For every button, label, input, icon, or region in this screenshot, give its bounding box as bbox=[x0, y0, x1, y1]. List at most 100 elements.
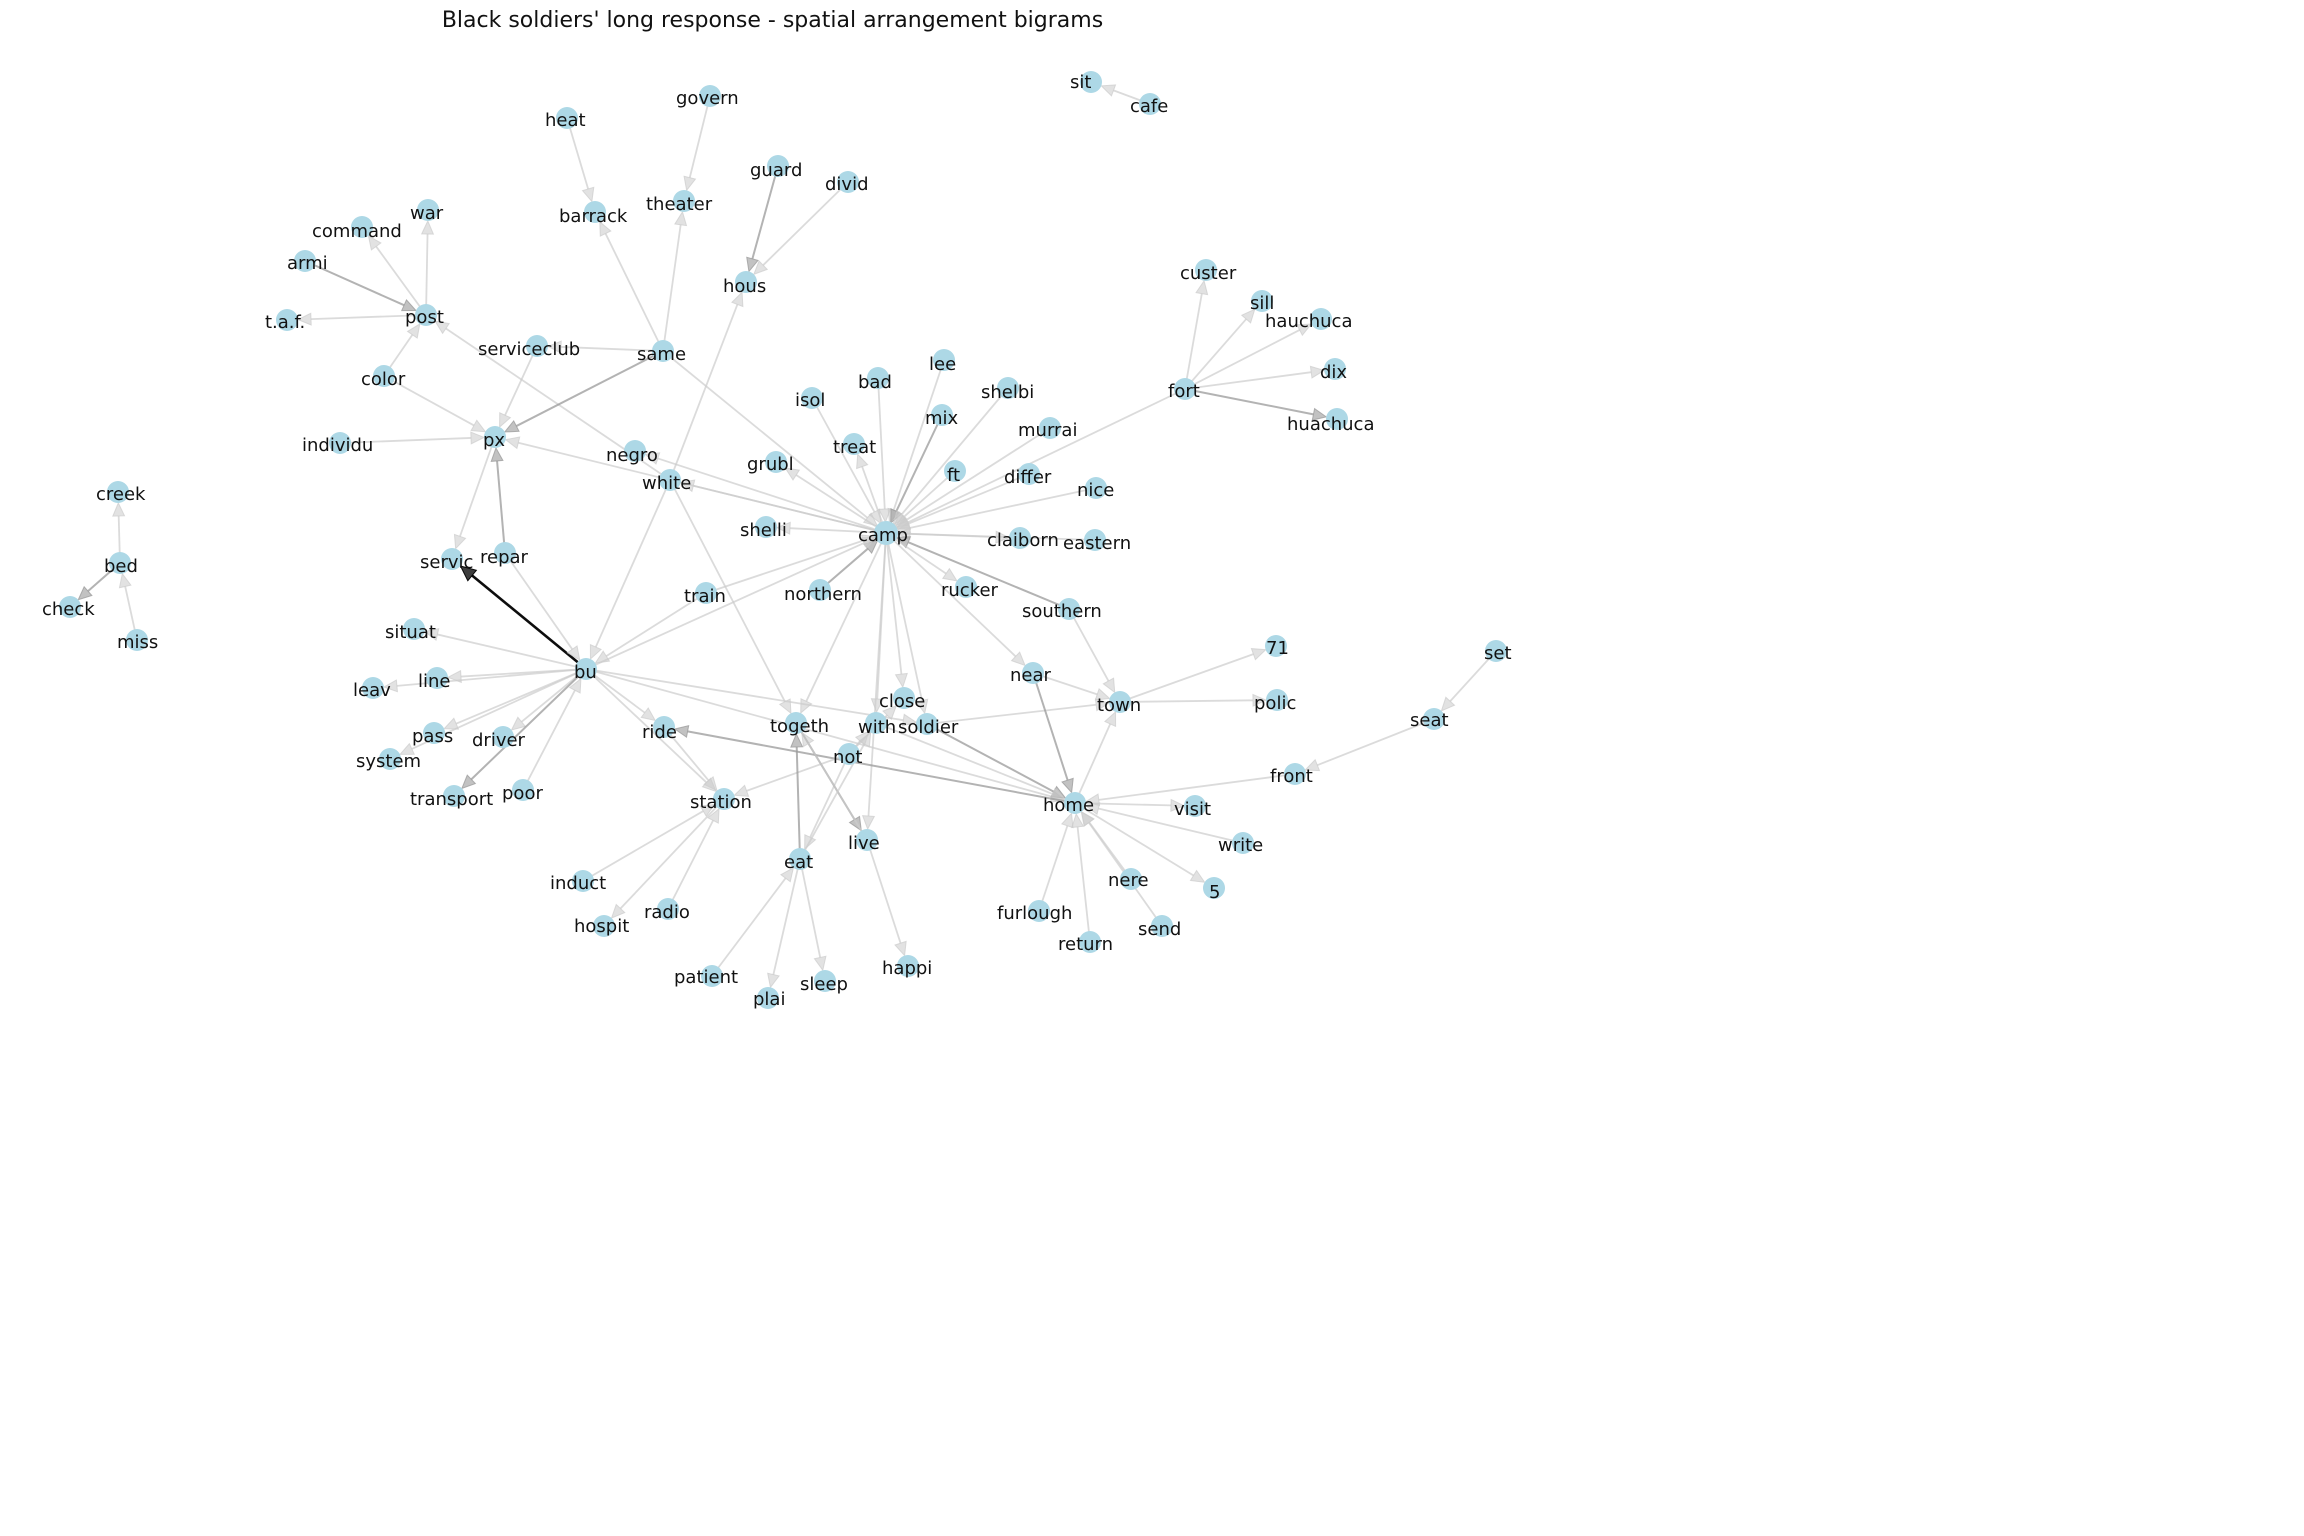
node-label-miss: miss bbox=[117, 632, 158, 653]
node-label-claiborn: claiborn bbox=[987, 530, 1059, 551]
edge-line bbox=[582, 810, 704, 882]
edge-arrowhead bbox=[1309, 365, 1326, 379]
edge-line bbox=[892, 359, 945, 511]
edge-set-seat bbox=[1440, 650, 1497, 712]
edge-arrowhead bbox=[878, 508, 892, 524]
edge-arrowhead bbox=[1296, 323, 1313, 337]
edge-line bbox=[1076, 826, 1091, 943]
edge-arrowhead bbox=[901, 713, 918, 727]
node-ride bbox=[653, 716, 675, 738]
node-label-differ: differ bbox=[1004, 467, 1052, 488]
edge-line bbox=[885, 532, 947, 575]
edge-arrowhead bbox=[703, 775, 718, 792]
edge-govern-theater bbox=[683, 95, 711, 192]
node-nice bbox=[1085, 477, 1107, 499]
edge-arrowhead bbox=[470, 419, 487, 433]
edge-armi-post bbox=[304, 260, 418, 312]
edge-camp-togeth bbox=[800, 532, 887, 715]
node-label-individu: individu bbox=[302, 435, 373, 456]
edge-arrowhead bbox=[1094, 698, 1111, 712]
edge-arrowhead bbox=[1189, 869, 1206, 883]
edge-eat-togeth bbox=[790, 732, 804, 860]
node-label-guard: guard bbox=[750, 160, 802, 181]
node-label-n5: 5 bbox=[1209, 882, 1220, 903]
edge-line bbox=[1184, 293, 1203, 390]
node-label-eat: eat bbox=[784, 852, 813, 873]
edge-arrowhead bbox=[699, 803, 716, 818]
node-label-northern: northern bbox=[784, 584, 862, 605]
edge-arrowhead bbox=[860, 537, 878, 550]
edge-arrowhead bbox=[679, 479, 696, 493]
edge-arrowhead bbox=[752, 260, 769, 276]
edge-arrowhead bbox=[706, 807, 720, 824]
node-lee bbox=[933, 349, 955, 371]
node-label-same: same bbox=[637, 344, 686, 365]
edge-line bbox=[1184, 318, 1247, 390]
edge-arrowhead bbox=[861, 815, 876, 831]
edge-line bbox=[459, 436, 496, 537]
node-barrack bbox=[584, 201, 606, 223]
edge-arrowhead bbox=[546, 340, 562, 354]
node-label-px: px bbox=[483, 430, 505, 451]
edge-ride-station bbox=[663, 726, 718, 792]
edge-line bbox=[585, 542, 865, 670]
node-label-transport: transport bbox=[410, 789, 493, 810]
edge-arrowhead bbox=[1100, 84, 1117, 97]
edge-arrowhead bbox=[1103, 710, 1117, 728]
node-isol bbox=[801, 387, 823, 409]
edge-arrowhead bbox=[858, 731, 872, 748]
edge-arrowhead bbox=[882, 704, 898, 721]
node-southern bbox=[1058, 598, 1080, 620]
node-label-shelbi: shelbi bbox=[981, 382, 1034, 403]
edge-arrowhead bbox=[767, 972, 780, 989]
node-white bbox=[659, 469, 681, 491]
node-serviceclub bbox=[526, 335, 548, 357]
node-label-plai: plai bbox=[753, 989, 785, 1010]
edge-arrowhead bbox=[566, 645, 581, 661]
edge-arrowhead bbox=[453, 533, 467, 550]
edge-arrowhead bbox=[443, 717, 460, 730]
node-label-sill: sill bbox=[1250, 293, 1274, 314]
edge-eat-plai bbox=[767, 858, 801, 989]
edge-seat-front bbox=[1304, 718, 1435, 772]
edge-town-n71 bbox=[1119, 648, 1267, 703]
node-same bbox=[652, 340, 674, 362]
node-label-camp: camp bbox=[858, 525, 908, 546]
edge-arrowhead bbox=[610, 903, 626, 919]
edge-town-polic bbox=[1119, 693, 1268, 707]
node-check bbox=[59, 596, 81, 618]
edge-bu-leav bbox=[382, 668, 587, 693]
node-bed bbox=[109, 552, 131, 574]
edge-soldier-town bbox=[926, 698, 1111, 725]
edge-arrowhead bbox=[398, 742, 416, 755]
edge-station-hospit bbox=[610, 798, 725, 919]
edge-arrowhead bbox=[868, 508, 882, 525]
node-furlough bbox=[1028, 900, 1050, 922]
node-situat bbox=[403, 618, 425, 640]
edge-arrowhead bbox=[504, 436, 521, 450]
edge-line bbox=[304, 260, 405, 307]
edge-line bbox=[907, 541, 1070, 610]
edge-arrowhead bbox=[434, 320, 451, 335]
edge-arrowhead bbox=[894, 516, 911, 529]
edge-fort-camp bbox=[894, 388, 1186, 529]
node-label-bu: bu bbox=[574, 662, 597, 683]
edge-line bbox=[1074, 802, 1194, 877]
node-label-hospit: hospit bbox=[574, 916, 629, 937]
edge-line bbox=[805, 532, 887, 702]
edge-arrowhead bbox=[406, 323, 421, 339]
node-label-post: post bbox=[405, 307, 444, 328]
node-dix bbox=[1324, 358, 1346, 380]
edge-same-barrack bbox=[599, 220, 664, 352]
nodes-layer bbox=[59, 71, 1507, 1009]
edge-arrowhead bbox=[461, 774, 477, 790]
node-label-ride: ride bbox=[642, 722, 677, 743]
edge-line bbox=[375, 245, 427, 316]
edge-near-town bbox=[1032, 672, 1111, 701]
edge-arrowhead bbox=[1080, 810, 1095, 827]
node-treat bbox=[843, 433, 865, 455]
node-hospit bbox=[593, 915, 615, 937]
edge-arrowhead bbox=[1304, 758, 1321, 772]
node-label-near: near bbox=[1010, 665, 1052, 686]
